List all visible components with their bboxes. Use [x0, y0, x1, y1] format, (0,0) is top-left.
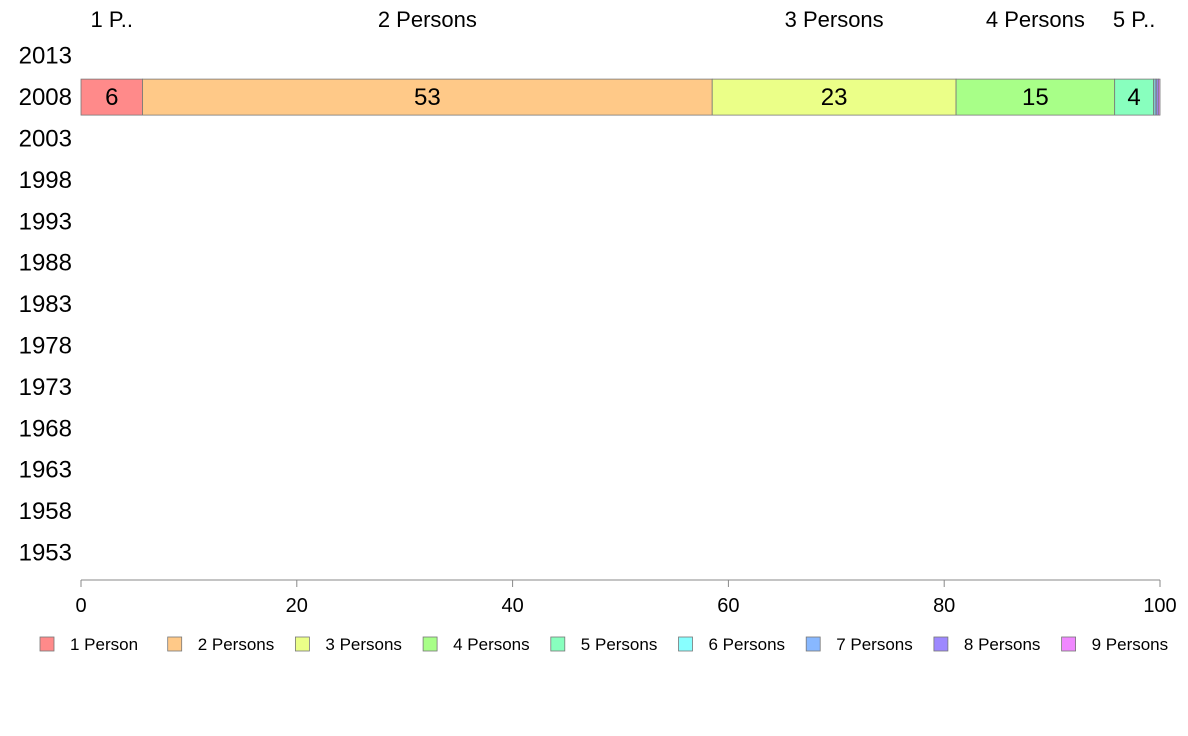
- x-tick-label: 80: [933, 595, 955, 617]
- top-label: 5 P..: [1113, 7, 1155, 32]
- legend-swatch: [39, 636, 55, 652]
- bar-segment: [1114, 78, 1154, 116]
- year-label: 1973: [19, 374, 72, 401]
- legend-swatch: [1061, 636, 1076, 652]
- legend-swatch: [294, 636, 310, 652]
- year-label: 1978: [19, 333, 72, 360]
- legend-swatch: [167, 636, 183, 652]
- segment-label: 53: [414, 84, 441, 111]
- x-axis: 0 20 40 60 80 100: [75, 579, 1177, 617]
- legend-label: 2 Persons: [198, 635, 275, 654]
- legend-swatch: [805, 636, 821, 652]
- legend-label: 3 Persons: [325, 635, 402, 654]
- segment-label: 4: [1127, 84, 1140, 111]
- legend-label: 9 Persons: [1092, 635, 1169, 654]
- year-labels: 2013 2008 2003 1998 1993 1988 1983 1978 1973 1968…: [19, 43, 72, 567]
- segment-label: 15: [1022, 84, 1049, 111]
- bar-segment: [80, 78, 143, 116]
- x-tick-label: 60: [717, 595, 739, 617]
- segment-label: 23: [821, 84, 848, 111]
- legend-label: 7 Persons: [836, 635, 913, 654]
- top-label: 1 P..: [91, 7, 133, 32]
- year-label: 1983: [19, 291, 72, 318]
- top-label: 4 Persons: [986, 7, 1085, 32]
- top-label: 2 Persons: [378, 7, 477, 32]
- x-tick-label: 40: [501, 595, 523, 617]
- legend-swatch: [422, 636, 438, 652]
- year-label: 1963: [19, 457, 72, 484]
- legend-swatch: [550, 636, 566, 652]
- x-tick-label: 100: [1143, 595, 1176, 617]
- segment-label: 6: [105, 84, 118, 111]
- year-label: 1953: [19, 540, 72, 567]
- bar-segment: [711, 78, 957, 116]
- year-label: 1958: [19, 498, 72, 525]
- legend-label: 6 Persons: [709, 635, 786, 654]
- x-tick-label: 20: [286, 595, 308, 617]
- year-label: 1998: [19, 167, 72, 194]
- legend-label: 8 Persons: [964, 635, 1041, 654]
- legend-label: 1 Person: [70, 635, 138, 654]
- legend-label: 5 Persons: [581, 635, 658, 654]
- year-label: 1988: [19, 250, 72, 277]
- year-label: 1968: [19, 415, 72, 442]
- legend: 1 Person 2 Persons 3 Persons 4 Persons 5 Per…: [39, 635, 1169, 654]
- top-label: 3 Persons: [785, 7, 884, 32]
- top-labels: 1 P.. 2 Persons 3 Persons 4 Persons 5 P..: [91, 7, 1156, 32]
- legend-label: 4 Persons: [453, 635, 530, 654]
- legend-swatch: [678, 636, 693, 652]
- x-tick-label: 0: [75, 595, 86, 617]
- legend-swatch: [933, 636, 949, 652]
- year-label: 1993: [19, 208, 72, 235]
- bar-segment: [142, 78, 713, 116]
- bar-segment: [1157, 78, 1161, 116]
- bar-segment: [955, 78, 1116, 116]
- year-label: 2013: [19, 43, 72, 70]
- year-label: 2008: [19, 84, 72, 111]
- bars: 6 53 23 15 4: [80, 78, 1161, 116]
- year-label: 2003: [19, 126, 72, 153]
